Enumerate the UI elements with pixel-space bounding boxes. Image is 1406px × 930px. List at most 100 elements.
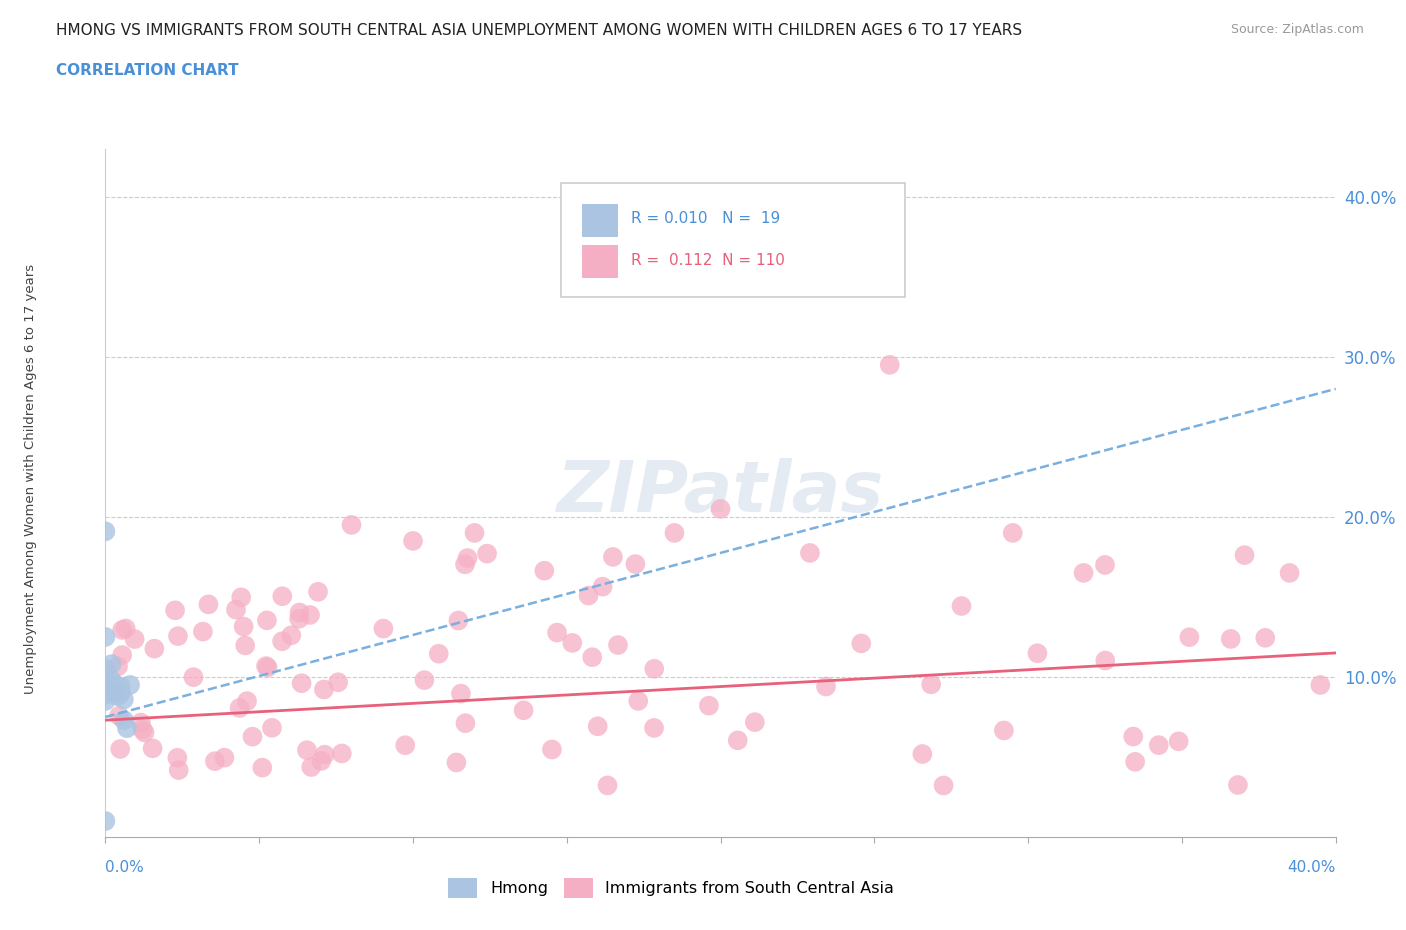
Point xyxy=(1122,729,1144,744)
Point xyxy=(546,625,568,640)
Point xyxy=(624,557,647,572)
Point xyxy=(252,760,274,775)
Point xyxy=(1167,734,1189,749)
Point xyxy=(457,551,479,565)
Point xyxy=(94,630,117,644)
Point xyxy=(104,678,127,693)
Text: ZIPatlas: ZIPatlas xyxy=(557,458,884,527)
Point xyxy=(1219,631,1241,646)
Point xyxy=(94,694,117,709)
Point xyxy=(228,700,250,715)
Point xyxy=(165,603,187,618)
Point xyxy=(1123,754,1146,769)
Point xyxy=(1254,631,1277,645)
Point xyxy=(280,628,302,643)
Point xyxy=(1147,737,1170,752)
Point xyxy=(288,605,311,620)
Point xyxy=(94,681,117,696)
Point xyxy=(710,501,733,516)
Point xyxy=(664,525,686,540)
Point xyxy=(697,698,720,713)
Point xyxy=(120,678,141,693)
Text: Source: ZipAtlas.com: Source: ZipAtlas.com xyxy=(1230,23,1364,36)
Text: 0.0%: 0.0% xyxy=(105,860,145,875)
Text: R =  0.112  N = 110: R = 0.112 N = 110 xyxy=(631,253,785,268)
Bar xyxy=(582,204,619,237)
Point xyxy=(197,597,219,612)
Point xyxy=(94,687,117,702)
Point xyxy=(330,746,353,761)
Point xyxy=(596,778,619,793)
Point xyxy=(727,733,749,748)
Point xyxy=(581,650,603,665)
Point xyxy=(993,723,1015,737)
Point xyxy=(1073,565,1095,580)
Point xyxy=(1094,557,1116,572)
Point xyxy=(950,599,973,614)
Point xyxy=(100,657,122,671)
Point xyxy=(115,721,138,736)
Point xyxy=(643,721,665,736)
Point xyxy=(225,602,247,617)
Point xyxy=(104,685,127,700)
Point xyxy=(312,682,335,697)
Point xyxy=(340,517,363,532)
FancyBboxPatch shape xyxy=(561,183,905,297)
Point xyxy=(231,590,253,604)
Text: HMONG VS IMMIGRANTS FROM SOUTH CENTRAL ASIA UNEMPLOYMENT AMONG WOMEN WITH CHILDR: HMONG VS IMMIGRANTS FROM SOUTH CENTRAL A… xyxy=(56,23,1022,38)
Point xyxy=(295,743,318,758)
Point xyxy=(112,692,135,707)
Point xyxy=(307,584,329,599)
Point xyxy=(607,638,630,653)
Point xyxy=(167,763,190,777)
Point xyxy=(233,638,256,653)
Point xyxy=(114,621,136,636)
Point xyxy=(94,814,117,829)
Point xyxy=(111,647,134,662)
Point xyxy=(111,622,134,637)
Point xyxy=(447,613,470,628)
Point xyxy=(1226,777,1249,792)
Point xyxy=(851,636,873,651)
Point xyxy=(394,737,416,752)
Point xyxy=(299,760,322,775)
Point xyxy=(191,624,214,639)
Point xyxy=(288,611,311,626)
Point xyxy=(643,661,665,676)
Point xyxy=(446,755,468,770)
Point xyxy=(373,621,395,636)
Point xyxy=(124,631,146,646)
Point xyxy=(100,672,122,687)
Point xyxy=(561,635,583,650)
Point xyxy=(110,685,132,700)
Point xyxy=(1309,678,1331,693)
Point xyxy=(94,524,117,538)
Point xyxy=(271,634,294,649)
Legend: Hmong, Immigrants from South Central Asia: Hmong, Immigrants from South Central Asi… xyxy=(441,871,901,905)
Point xyxy=(256,613,278,628)
Point xyxy=(1026,645,1049,660)
Point xyxy=(242,729,264,744)
Point xyxy=(427,646,450,661)
Point xyxy=(107,689,129,704)
Point xyxy=(1278,565,1301,580)
Point xyxy=(129,715,152,730)
Point xyxy=(475,546,498,561)
Point xyxy=(464,525,486,540)
Point xyxy=(879,357,901,372)
Point xyxy=(108,709,131,724)
Point xyxy=(107,659,129,674)
Point xyxy=(167,629,190,644)
Point xyxy=(256,660,278,675)
Point xyxy=(1178,630,1201,644)
Point xyxy=(131,722,153,737)
Text: Unemployment Among Women with Children Ages 6 to 17 years: Unemployment Among Women with Children A… xyxy=(24,264,38,694)
Point xyxy=(512,703,534,718)
Point xyxy=(254,658,277,673)
Point xyxy=(413,672,436,687)
Point xyxy=(134,725,156,740)
Point xyxy=(454,716,477,731)
Point xyxy=(1094,653,1116,668)
Text: CORRELATION CHART: CORRELATION CHART xyxy=(56,63,239,78)
Point xyxy=(602,550,624,565)
